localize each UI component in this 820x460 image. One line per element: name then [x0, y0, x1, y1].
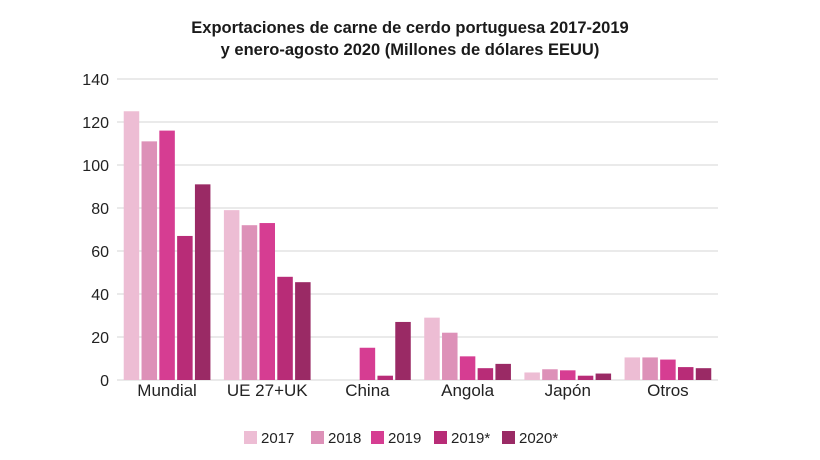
- bar-2018-jap-n: [542, 369, 558, 380]
- chart-title: Exportaciones de carne de cerdo portugue…: [191, 19, 628, 37]
- bar-2020-star-mundial: [194, 184, 211, 380]
- bar-2019-star-jap-n: [577, 375, 594, 380]
- y-tick-label: 40: [91, 287, 109, 304]
- bar-2017-mundial: [123, 111, 140, 380]
- bar-2018-ue-27-uk: [241, 225, 258, 380]
- y-tick-label: 20: [91, 330, 109, 347]
- y-tick-label: 60: [91, 244, 109, 261]
- legend-label: 2020*: [519, 430, 558, 447]
- legend-swatch: [434, 431, 447, 444]
- legend-label: 2017: [261, 430, 294, 447]
- bar-2019-star-angola: [477, 368, 494, 380]
- bar-2019-star-mundial: [177, 235, 193, 380]
- bar-2020-star-jap-n: [595, 373, 612, 380]
- x-category-label: Otros: [647, 381, 689, 400]
- bar-2018-otros: [642, 357, 658, 380]
- bar-2018-angola: [442, 332, 458, 380]
- bar-2019-mundial: [159, 130, 175, 380]
- bar-2017-jap-n: [524, 372, 540, 380]
- legend-label: 2019*: [451, 430, 490, 447]
- y-tick-label: 140: [82, 72, 109, 89]
- bar-2019-star-otros: [677, 367, 694, 380]
- x-category-label: China: [345, 381, 390, 400]
- grid-layer: [117, 78, 718, 381]
- x-category-label: Angola: [441, 381, 494, 400]
- bar-2020-star-ue-27-uk: [295, 282, 311, 380]
- bars-layer: [123, 111, 712, 380]
- legend-swatch: [244, 431, 257, 444]
- legend-swatch: [311, 431, 324, 444]
- bar-2018-mundial: [141, 141, 158, 380]
- bar-2019-otros: [660, 359, 676, 380]
- bar-2019-star-china: [377, 375, 393, 380]
- bar-2020-star-angola: [495, 363, 511, 380]
- chart-subtitle: y enero-agosto 2020 (Millones de dólares…: [221, 41, 600, 59]
- x-category-label: Japón: [545, 381, 591, 400]
- bar-2019-ue-27-uk: [259, 223, 275, 380]
- bar-2017-otros: [624, 357, 641, 380]
- bar-2017-angola: [424, 317, 440, 380]
- legend-swatch: [502, 431, 515, 444]
- legend-label: 2019: [388, 430, 421, 447]
- legend-swatch: [371, 431, 384, 444]
- bar-2017-ue-27-uk: [223, 210, 240, 380]
- bar-2020-star-otros: [695, 368, 712, 380]
- bar-2019-angola: [459, 356, 476, 380]
- bar-2020-star-china: [395, 321, 411, 380]
- x-category-label: Mundial: [137, 381, 197, 400]
- bar-2019-china: [359, 347, 376, 380]
- bar-2019-jap-n: [560, 370, 576, 380]
- y-tick-label: 100: [82, 158, 109, 175]
- y-tick-label: 80: [91, 201, 109, 218]
- y-tick-label: 0: [100, 373, 109, 390]
- y-axis-ticks: 0 20 40 60 80 100 120 140: [82, 72, 109, 390]
- legend: 2017 2018 2019 2019* 2020*: [244, 430, 558, 447]
- category-labels: Mundial UE 27+UK China Angola Japón Otros: [137, 381, 688, 400]
- x-category-label: UE 27+UK: [227, 381, 308, 400]
- legend-label: 2018: [328, 430, 361, 447]
- y-tick-label: 120: [82, 115, 109, 132]
- bar-2019-star-ue-27-uk: [277, 276, 293, 380]
